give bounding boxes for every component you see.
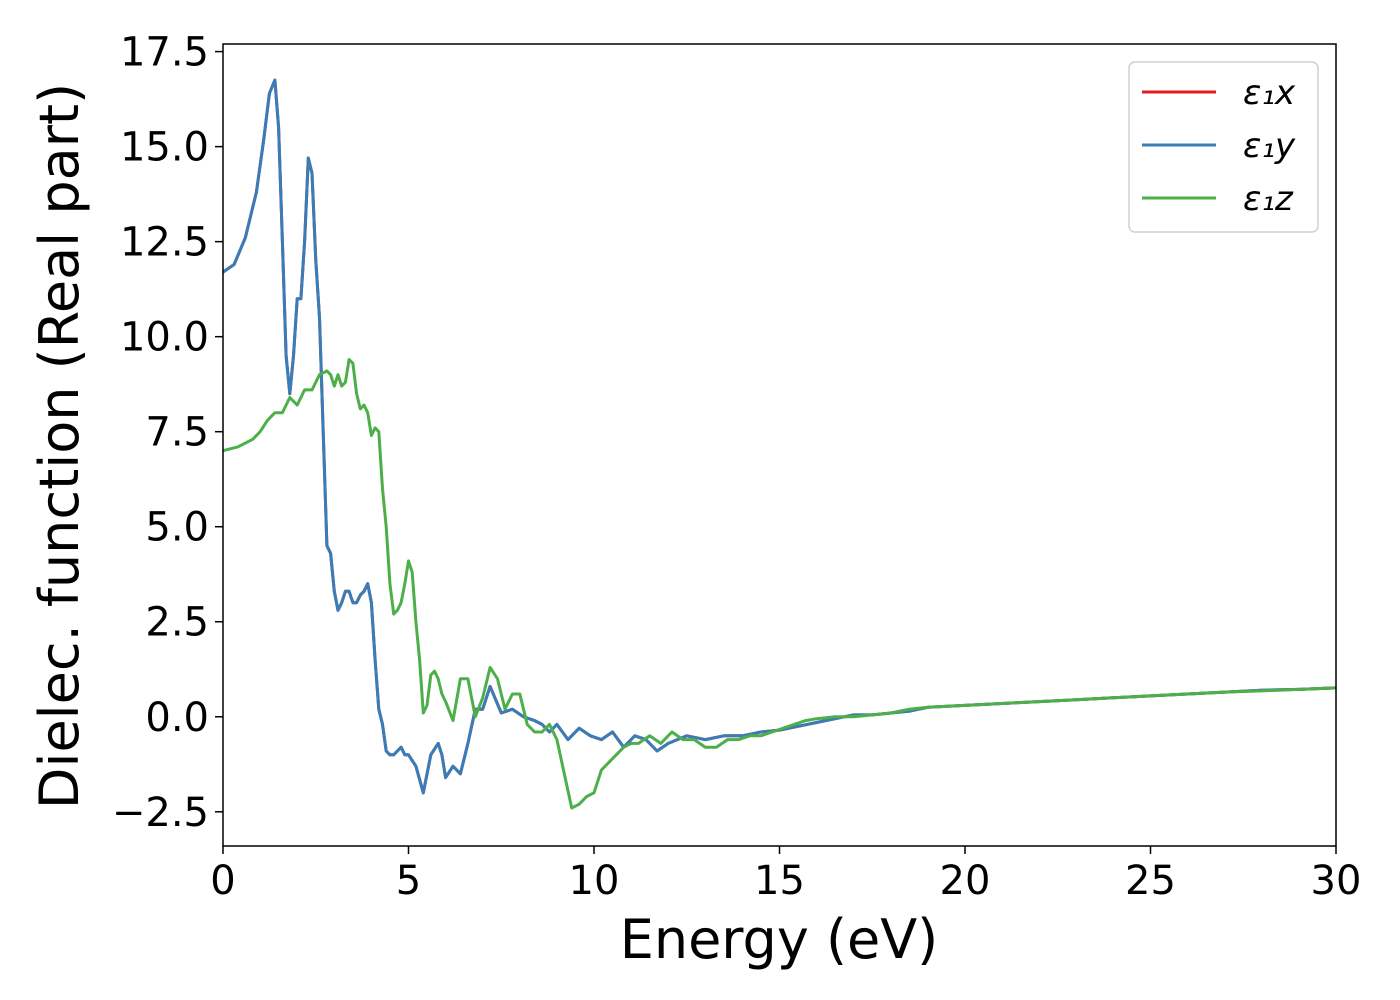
legend-label: ε₁z xyxy=(1243,179,1294,219)
x-tick-label: 20 xyxy=(940,858,991,904)
legend: ε₁x ε₁y ε₁z xyxy=(1128,61,1319,233)
y-tick-label: 2.5 xyxy=(145,600,209,646)
series-line-2 xyxy=(223,358,1336,810)
series-line-1 xyxy=(223,78,1336,795)
x-axis-ticks: 0 5 10 15 20 25 30 xyxy=(210,846,1361,904)
y-tick-label: 12.5 xyxy=(120,220,209,266)
y-axis-ticks: −2.5 0.0 2.5 5.0 7.5 10.0 12.5 15.0 17.5 xyxy=(112,30,223,836)
y-tick-label: 15.0 xyxy=(120,125,209,171)
y-tick-label: 10.0 xyxy=(120,315,209,361)
y-axis-title: Dielec. function (Real part) xyxy=(28,83,91,809)
x-tick-label: 0 xyxy=(210,858,235,904)
x-tick-label: 15 xyxy=(754,858,805,904)
x-tick-label: 5 xyxy=(396,858,421,904)
legend-box xyxy=(1128,61,1319,233)
legend-label: ε₁x xyxy=(1243,73,1296,113)
y-tick-label: 5.0 xyxy=(145,505,209,551)
x-tick-label: 10 xyxy=(569,858,620,904)
y-tick-label: 0.0 xyxy=(145,695,209,741)
x-tick-label: 30 xyxy=(1311,858,1362,904)
y-tick-label: 7.5 xyxy=(145,410,209,456)
x-tick-label: 25 xyxy=(1125,858,1176,904)
legend-label: ε₁y xyxy=(1243,126,1296,166)
y-tick-label: 17.5 xyxy=(120,30,209,76)
y-tick-label: −2.5 xyxy=(112,790,209,836)
x-axis-title: Energy (eV) xyxy=(620,908,939,971)
